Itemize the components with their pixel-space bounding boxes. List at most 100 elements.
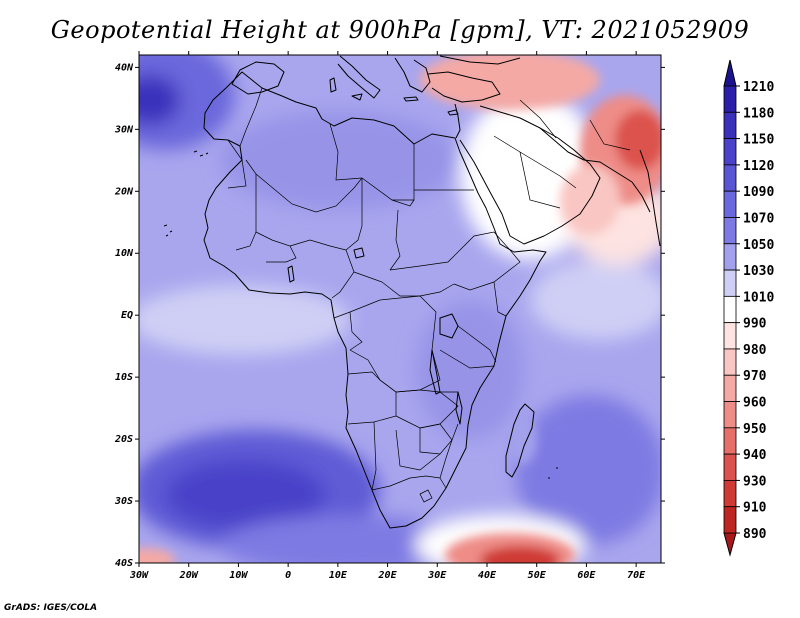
colorbar: 1210 1180 1150 1120 1090 1070 1050 1030 1010 990 9… (723, 59, 774, 557)
balkans-coastline (394, 57, 431, 93)
africa-coastline (203, 71, 547, 529)
field-indian-ocean (515, 395, 661, 545)
lon-label: 0 (285, 570, 291, 581)
lon-label: 10W (229, 570, 248, 581)
field-south-ocean (220, 515, 480, 563)
lon-label: 40E (478, 570, 497, 581)
lake-chad (353, 247, 365, 259)
border-somalia-kenya (493, 281, 507, 317)
border-arabia (493, 135, 577, 209)
colorbar-swatch (723, 506, 737, 534)
field-gulf (560, 165, 620, 235)
borders (227, 87, 631, 503)
persian-gulf-coastline (539, 127, 651, 213)
lake-tanganyika (429, 349, 441, 395)
border-morocco-algeria (239, 87, 263, 147)
border-algeria-libya (329, 123, 363, 181)
field-pakistan-low (615, 110, 661, 170)
lon-label: 50E (528, 570, 547, 581)
lat-label: 40S (115, 558, 133, 569)
border-ethiopia (453, 231, 521, 291)
height-field (139, 55, 661, 563)
colorbar-label: 890 (743, 527, 767, 542)
border-algeria-mali-niger (255, 173, 363, 213)
field-atlantic-core (165, 460, 325, 530)
border-namibia-botswana (371, 421, 441, 491)
colorbar-label: 940 (743, 448, 767, 463)
colorbar-label: 1090 (743, 185, 774, 200)
lon-label: 70E (627, 570, 646, 581)
colorbar-label: 1030 (743, 264, 774, 279)
border-kenya-tanzania (457, 325, 497, 363)
field-sahara (220, 110, 460, 210)
colorbar-label: 970 (743, 369, 767, 384)
colorbar-swatch (723, 453, 737, 481)
field-southwest-corner (139, 548, 175, 563)
cape-verde-islands (163, 224, 173, 237)
lake-malawi (455, 391, 463, 425)
lon-label: 60E (577, 570, 596, 581)
border-sudan-south-sudan (389, 249, 461, 271)
border-congo-gabon (333, 311, 363, 351)
latitude-axis: 40N 30N 20N 10N EQ 10S 20S 30S 40S (114, 62, 665, 569)
border-drc (349, 295, 441, 393)
colorbar-label: 980 (743, 343, 767, 358)
map-title: Geopotential Height at 900hPa [gpm], VT:… (50, 16, 750, 44)
colorbar-swatch (723, 243, 737, 271)
colorbar-label: 1150 (743, 133, 774, 148)
colorbar-label: 1050 (743, 238, 774, 253)
colorbar-label: 950 (743, 422, 767, 437)
colorbar-label: 960 (743, 396, 767, 411)
lat-label: 30N (114, 124, 134, 135)
colorbar-swatch (723, 269, 737, 297)
border-zimbabwe (419, 423, 453, 455)
longitude-axis: 30W 20W 10W 0 10E 20E 30E 40E 50E 60E 70E (129, 51, 646, 581)
field-agulhas-core (480, 546, 560, 563)
colorbar-swatch (723, 164, 737, 192)
border-libya-chad-sudan (361, 177, 415, 207)
lat-label: 10N (115, 248, 134, 259)
sicily-island (351, 93, 363, 101)
cyprus-island (447, 109, 459, 116)
border-lesotho (419, 489, 433, 503)
lat-label: 40N (115, 62, 134, 73)
india-coastline (639, 149, 661, 247)
field-east-africa (415, 300, 525, 440)
border-chad-sudan (389, 209, 401, 271)
border-western-sahara (227, 139, 247, 189)
lat-label: EQ (121, 310, 133, 321)
italy-coastline (337, 55, 381, 99)
border-niger-chad (345, 178, 363, 251)
colorbar-swatch (723, 374, 737, 402)
field-equator-band (139, 285, 350, 355)
plot-frame (138, 54, 662, 564)
border-mozambique (439, 423, 459, 489)
colorbar-label: 1120 (743, 159, 774, 174)
field-madagascar (507, 415, 537, 465)
colorbar-swatch (723, 401, 737, 429)
colorbar-swatch (723, 85, 737, 113)
border-tanzania (439, 349, 495, 393)
colorbar-swatch (723, 190, 737, 218)
colorbar-swatch (723, 111, 737, 139)
lat-label: 10S (115, 372, 133, 383)
field-mideast-low (420, 55, 600, 110)
madagascar-coastline (505, 403, 535, 478)
lat-label: 30S (114, 496, 133, 507)
border-niger-nigeria (289, 239, 347, 251)
iberia-coastline (231, 61, 285, 95)
lon-label: 30W (129, 570, 149, 581)
lake-volta (287, 265, 295, 283)
border-nigeria-cameroon (331, 249, 355, 299)
lat-label: 20S (114, 434, 133, 445)
canary-islands (193, 150, 209, 157)
border-car (353, 271, 455, 297)
colorbar-swatch (723, 480, 737, 508)
colorbar-label: 910 (743, 501, 767, 516)
sardinia-island (329, 77, 337, 93)
colorbar-label: 1210 (743, 80, 774, 95)
field-somali-band (530, 260, 661, 340)
crete-island (403, 96, 419, 102)
lat-label: 20N (114, 186, 134, 197)
